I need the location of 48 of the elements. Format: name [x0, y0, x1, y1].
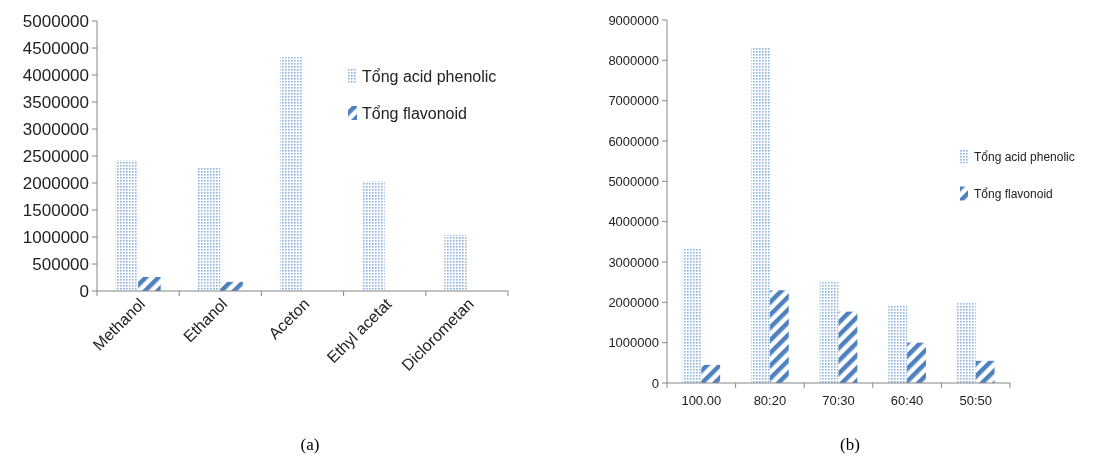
- legend-label: Tổng flavonoid: [974, 186, 1053, 201]
- y-tick-label: 3000000: [22, 119, 89, 139]
- y-tick-label: 4000000: [608, 214, 659, 230]
- y-tick-label: 5000000: [22, 11, 89, 31]
- y-tick-label: 5000000: [608, 173, 659, 189]
- text: (b): [840, 435, 860, 454]
- y-tick-label: 4500000: [22, 38, 89, 58]
- x-tick-label: 50:50: [959, 393, 992, 408]
- y-tick-label: 1000000: [608, 335, 659, 351]
- bar: [138, 276, 161, 291]
- y-tick-label: 9000000: [608, 12, 659, 28]
- x-tick-label: 100.00: [681, 393, 722, 408]
- legend-label: Tổng acid phenolic: [974, 149, 1075, 164]
- bar: [682, 247, 702, 383]
- y-tick-label: 3000000: [608, 254, 659, 270]
- bar: [751, 47, 770, 383]
- bar: [362, 181, 385, 291]
- y-tick-label: 6000000: [608, 133, 659, 149]
- x-tick-label: 70:30: [822, 393, 855, 408]
- y-tick-label: 8000000: [608, 52, 659, 68]
- y-tick-label: 4000000: [22, 65, 89, 85]
- bar: [701, 364, 721, 383]
- bar: [838, 311, 858, 383]
- bar: [975, 360, 995, 383]
- y-tick-label: 0: [651, 375, 659, 391]
- x-tick-label: 60:40: [890, 393, 924, 408]
- y-tick-label: 3500000: [22, 92, 89, 112]
- y-tick-label: 7000000: [608, 93, 659, 109]
- bar: [197, 167, 221, 291]
- bar: [769, 290, 789, 383]
- x-tick-label: 80:20: [753, 393, 787, 408]
- y-tick-label: 2500000: [22, 146, 89, 166]
- bar: [888, 305, 908, 383]
- y-tick-label: 0: [79, 281, 89, 301]
- y-tick-label: 500000: [32, 254, 89, 274]
- bar: [819, 282, 839, 383]
- text: (a): [300, 435, 320, 454]
- bar: [444, 234, 467, 291]
- bar: [907, 342, 926, 383]
- y-tick-label: 1500000: [22, 200, 89, 220]
- legend-label: Tổng flavonoid: [362, 104, 467, 122]
- bar: [279, 57, 303, 291]
- y-tick-label: 1000000: [22, 227, 89, 247]
- bar: [115, 160, 139, 291]
- bar: [956, 303, 976, 383]
- y-tick-label: 2000000: [608, 294, 659, 310]
- y-tick-label: 2000000: [22, 173, 89, 193]
- legend-label: Tổng acid phenolic: [362, 67, 497, 85]
